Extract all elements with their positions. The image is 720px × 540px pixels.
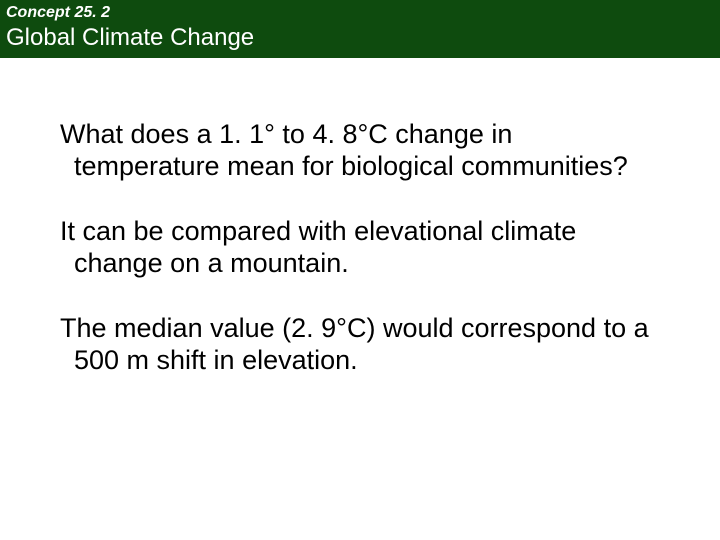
paragraph-3: The median value (2. 9°C) would correspo… — [60, 312, 660, 377]
slide-content: What does a 1. 1° to 4. 8°C change in te… — [0, 58, 720, 376]
paragraph-2: It can be compared with elevational clim… — [60, 215, 660, 280]
paragraph-1: What does a 1. 1° to 4. 8°C change in te… — [60, 118, 660, 183]
concept-title: Global Climate Change — [6, 24, 714, 52]
concept-label: Concept 25. 2 — [6, 4, 714, 22]
slide-header: Concept 25. 2 Global Climate Change — [0, 0, 720, 58]
